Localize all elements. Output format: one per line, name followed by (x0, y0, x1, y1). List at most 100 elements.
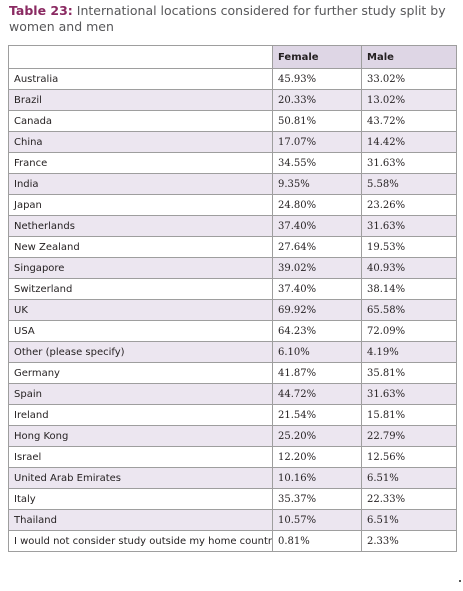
male-value-cell: 13.02% (361, 89, 457, 111)
location-cell: Brazil (8, 89, 273, 111)
female-value-cell: 50.81% (272, 110, 362, 132)
location-cell: Ireland (8, 404, 273, 426)
male-value-cell: 12.56% (361, 446, 457, 468)
header-location (8, 45, 273, 69)
table-row: Hong Kong 25.20% 22.79% (8, 425, 457, 447)
female-value-cell: 44.72% (272, 383, 362, 405)
location-cell: I would not consider study outside my ho… (8, 530, 273, 552)
page-mark (459, 580, 461, 582)
table-row: Israel 12.20% 12.56% (8, 446, 457, 468)
location-cell: UK (8, 299, 273, 321)
male-value-cell: 65.58% (361, 299, 457, 321)
female-value-cell: 41.87% (272, 362, 362, 384)
table-row: India 9.35% 5.58% (8, 173, 457, 195)
female-value-cell: 64.23% (272, 320, 362, 342)
female-value-cell: 25.20% (272, 425, 362, 447)
table-row: Spain 44.72% 31.63% (8, 383, 457, 405)
table-row: Singapore 39.02% 40.93% (8, 257, 457, 279)
location-cell: Singapore (8, 257, 273, 279)
table-number-label: Table 23: (9, 3, 73, 18)
table-row: Canada 50.81% 43.72% (8, 110, 457, 132)
table-body: Australia 45.93% 33.02% Brazil 20.33% 13.02% C… (8, 68, 457, 552)
female-value-cell: 37.40% (272, 278, 362, 300)
location-cell: Israel (8, 446, 273, 468)
male-value-cell: 40.93% (361, 257, 457, 279)
location-cell: USA (8, 320, 273, 342)
location-cell: Germany (8, 362, 273, 384)
location-cell: China (8, 131, 273, 153)
male-value-cell: 72.09% (361, 320, 457, 342)
female-value-cell: 27.64% (272, 236, 362, 258)
female-value-cell: 10.57% (272, 509, 362, 531)
header-male: Male (361, 45, 457, 69)
male-value-cell: 6.51% (361, 509, 457, 531)
male-value-cell: 22.33% (361, 488, 457, 510)
location-cell: Hong Kong (8, 425, 273, 447)
table-title: International locations considered for f… (9, 3, 446, 34)
location-cell: Italy (8, 488, 273, 510)
male-value-cell: 4.19% (361, 341, 457, 363)
location-cell: Netherlands (8, 215, 273, 237)
table-row: Brazil 20.33% 13.02% (8, 89, 457, 111)
female-value-cell: 20.33% (272, 89, 362, 111)
female-value-cell: 45.93% (272, 68, 362, 90)
male-value-cell: 23.26% (361, 194, 457, 216)
location-cell: Japan (8, 194, 273, 216)
female-value-cell: 17.07% (272, 131, 362, 153)
male-value-cell: 35.81% (361, 362, 457, 384)
table-row: Germany 41.87% 35.81% (8, 362, 457, 384)
female-value-cell: 34.55% (272, 152, 362, 174)
female-value-cell: 37.40% (272, 215, 362, 237)
table-row: China 17.07% 14.42% (8, 131, 457, 153)
location-cell: Australia (8, 68, 273, 90)
table-row: USA 64.23% 72.09% (8, 320, 457, 342)
table-row: Japan 24.80% 23.26% (8, 194, 457, 216)
female-value-cell: 21.54% (272, 404, 362, 426)
table-row: Netherlands 37.40% 31.63% (8, 215, 457, 237)
table-row: UK 69.92% 65.58% (8, 299, 457, 321)
male-value-cell: 5.58% (361, 173, 457, 195)
table-row: Switzerland 37.40% 38.14% (8, 278, 457, 300)
header-female: Female (272, 45, 362, 69)
male-value-cell: 15.81% (361, 404, 457, 426)
location-cell: Spain (8, 383, 273, 405)
male-value-cell: 43.72% (361, 110, 457, 132)
location-cell: Switzerland (8, 278, 273, 300)
male-value-cell: 14.42% (361, 131, 457, 153)
female-value-cell: 12.20% (272, 446, 362, 468)
female-value-cell: 6.10% (272, 341, 362, 363)
location-cell: India (8, 173, 273, 195)
location-cell: France (8, 152, 273, 174)
table-caption: Table 23: International locations consid… (9, 3, 454, 35)
location-cell: United Arab Emirates (8, 467, 273, 489)
table-row: New Zealand 27.64% 19.53% (8, 236, 457, 258)
locations-table: Female Male Australia 45.93% 33.02% Brazil 2… (8, 45, 457, 552)
male-value-cell: 6.51% (361, 467, 457, 489)
male-value-cell: 31.63% (361, 215, 457, 237)
female-value-cell: 0.81% (272, 530, 362, 552)
table-row: France 34.55% 31.63% (8, 152, 457, 174)
female-value-cell: 35.37% (272, 488, 362, 510)
female-value-cell: 9.35% (272, 173, 362, 195)
male-value-cell: 31.63% (361, 383, 457, 405)
table-row: I would not consider study outside my ho… (8, 530, 457, 552)
female-value-cell: 69.92% (272, 299, 362, 321)
male-value-cell: 38.14% (361, 278, 457, 300)
male-value-cell: 22.79% (361, 425, 457, 447)
male-value-cell: 33.02% (361, 68, 457, 90)
male-value-cell: 31.63% (361, 152, 457, 174)
location-cell: Canada (8, 110, 273, 132)
table-row: Ireland 21.54% 15.81% (8, 404, 457, 426)
table-row: Thailand 10.57% 6.51% (8, 509, 457, 531)
female-value-cell: 10.16% (272, 467, 362, 489)
male-value-cell: 2.33% (361, 530, 457, 552)
location-cell: Other (please specify) (8, 341, 273, 363)
table-row: Italy 35.37% 22.33% (8, 488, 457, 510)
table-row: Australia 45.93% 33.02% (8, 68, 457, 90)
female-value-cell: 39.02% (272, 257, 362, 279)
location-cell: New Zealand (8, 236, 273, 258)
table-row: Other (please specify) 6.10% 4.19% (8, 341, 457, 363)
header-row: Female Male (8, 45, 457, 69)
table-row: United Arab Emirates 10.16% 6.51% (8, 467, 457, 489)
male-value-cell: 19.53% (361, 236, 457, 258)
